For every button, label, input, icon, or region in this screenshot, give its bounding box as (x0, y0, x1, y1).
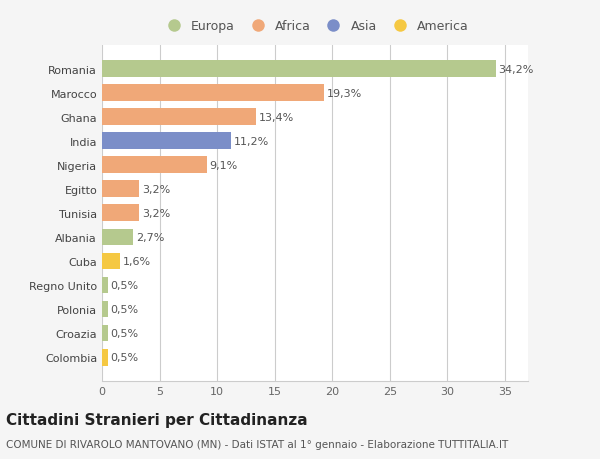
Bar (102, 229, 133, 246)
Text: 11,2%: 11,2% (234, 136, 269, 146)
Bar (102, 109, 256, 126)
Bar (102, 61, 496, 78)
Text: 3,2%: 3,2% (142, 208, 170, 218)
Text: 13,4%: 13,4% (259, 112, 295, 123)
Legend: Europa, Africa, Asia, America: Europa, Africa, Asia, America (160, 19, 470, 34)
Bar (102, 277, 108, 294)
Bar (102, 181, 139, 198)
Text: 0,5%: 0,5% (110, 280, 139, 291)
Text: 0,5%: 0,5% (110, 353, 139, 362)
Text: COMUNE DI RIVAROLO MANTOVANO (MN) - Dati ISTAT al 1° gennaio - Elaborazione TUTT: COMUNE DI RIVAROLO MANTOVANO (MN) - Dati… (6, 440, 508, 449)
Text: 3,2%: 3,2% (142, 185, 170, 195)
Text: 2,7%: 2,7% (136, 232, 164, 242)
Text: 0,5%: 0,5% (110, 304, 139, 314)
Bar (102, 133, 231, 150)
Bar (102, 349, 108, 366)
Bar (102, 157, 207, 174)
Bar (102, 85, 324, 102)
Text: 34,2%: 34,2% (499, 65, 534, 74)
Text: 19,3%: 19,3% (327, 89, 362, 99)
Bar (102, 253, 121, 270)
Text: 9,1%: 9,1% (209, 161, 238, 170)
Bar (102, 205, 139, 222)
Text: 1,6%: 1,6% (124, 257, 151, 266)
Bar (102, 301, 108, 318)
Text: 0,5%: 0,5% (110, 328, 139, 338)
Text: Cittadini Stranieri per Cittadinanza: Cittadini Stranieri per Cittadinanza (6, 413, 308, 428)
Bar (102, 325, 108, 342)
